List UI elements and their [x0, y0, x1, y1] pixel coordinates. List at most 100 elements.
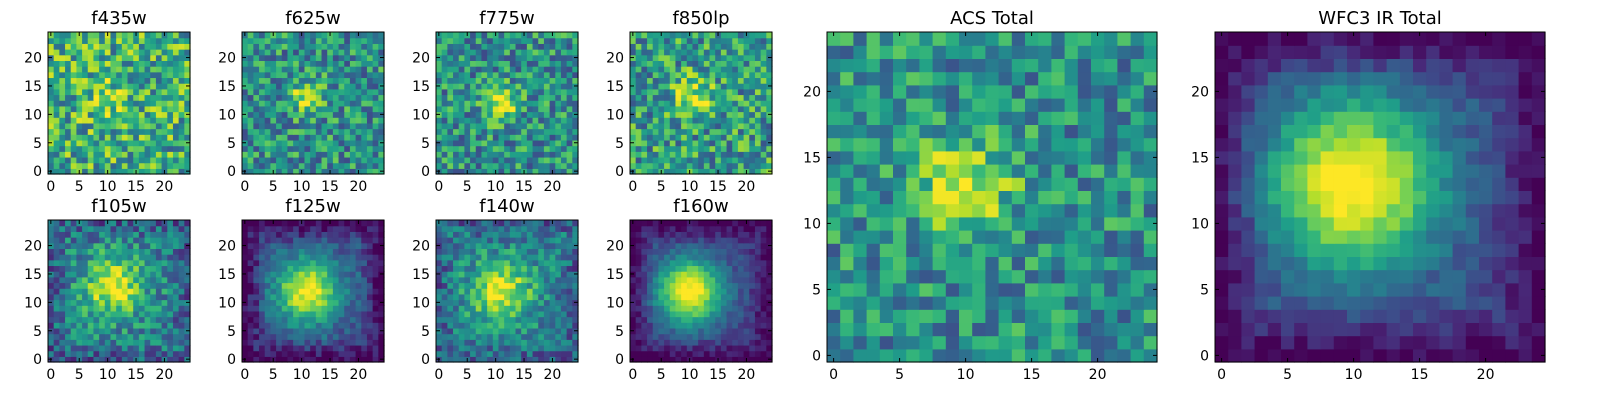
pixel-cell	[59, 83, 66, 90]
pixel-cell	[630, 128, 637, 135]
pixel-cell	[93, 356, 100, 363]
pixel-cell	[253, 339, 260, 346]
pixel-cell	[715, 156, 722, 164]
pixel-cell	[647, 83, 654, 90]
pixel-cell	[526, 271, 534, 278]
x-tick-label: 10	[681, 179, 699, 195]
pixel-cell	[121, 327, 129, 335]
pixel-cell	[475, 254, 483, 261]
pixel-cell	[475, 316, 483, 323]
pixel-cell	[53, 32, 60, 39]
pixel-cell	[133, 151, 140, 158]
pixel-cell	[498, 43, 505, 50]
pixel-cell	[743, 60, 750, 67]
pixel-cell	[344, 139, 351, 147]
pixel-cell	[332, 37, 340, 44]
pixel-cell	[281, 333, 289, 340]
pixel-cell	[82, 156, 89, 164]
pixel-cell	[242, 117, 249, 124]
pixel-cell	[515, 299, 522, 306]
pixel-cell	[366, 316, 374, 323]
pixel-cell	[48, 94, 55, 101]
pixel-cell	[110, 37, 117, 44]
pixel-cell	[121, 49, 129, 56]
pixel-cell	[281, 111, 289, 118]
pixel-cell	[361, 94, 368, 101]
pixel-cell	[453, 77, 460, 84]
pixel-cell	[715, 145, 722, 152]
pixel-cell	[276, 231, 283, 238]
pixel-cell	[566, 105, 573, 113]
pixel-cell	[566, 271, 573, 278]
pixel-cell	[242, 122, 249, 130]
pixel-cell	[344, 225, 351, 232]
pixel-cell	[458, 32, 465, 39]
pixel-cell	[436, 322, 443, 329]
pixel-cell	[48, 162, 55, 169]
pixel-cell	[572, 32, 579, 39]
pixel-cell	[543, 288, 551, 295]
pixel-cell	[378, 231, 385, 238]
pixel-cell	[703, 151, 711, 158]
pixel-cell	[48, 282, 55, 289]
pixel-cell	[93, 259, 100, 267]
pixel-cell	[447, 145, 454, 152]
pixel-cell	[161, 145, 168, 152]
pixel-cell	[692, 310, 699, 318]
pixel-cell	[287, 350, 294, 357]
pixel-cell	[355, 43, 362, 50]
pixel-cell	[287, 111, 294, 118]
pixel-cell	[681, 339, 688, 346]
pixel-cell	[65, 105, 72, 113]
pixel-cell	[127, 310, 134, 318]
pixel-cell	[253, 66, 260, 73]
pixel-cell	[270, 333, 277, 340]
pixel-cell	[441, 60, 448, 67]
pixel-cell	[515, 49, 522, 56]
pixel-cell	[144, 134, 151, 141]
pixel-cell	[441, 339, 448, 346]
pixel-cell	[447, 288, 454, 295]
pixel-cell	[338, 276, 345, 284]
pixel-cell	[703, 60, 711, 67]
pixel-cell	[270, 322, 277, 329]
pixel-cell	[161, 139, 168, 147]
pixel-cell	[441, 316, 448, 323]
pixel-cell	[441, 293, 448, 301]
pixel-cell	[664, 139, 671, 147]
pixel-cell	[686, 151, 694, 158]
pixel-cell	[264, 271, 271, 278]
pixel-cell	[293, 139, 300, 147]
pixel-cell	[470, 259, 477, 267]
pixel-cell	[441, 231, 448, 238]
pixel-cell	[703, 305, 711, 312]
axes-frame	[241, 31, 385, 175]
pixel-cell	[532, 220, 539, 227]
pixel-cell	[259, 83, 266, 90]
pixel-cell	[264, 231, 271, 238]
pixel-cell	[732, 288, 739, 295]
pixel-cell	[560, 168, 568, 175]
pixel-cell	[675, 162, 682, 169]
pixel-cell	[242, 288, 249, 295]
pixel-cell	[447, 122, 454, 130]
pixel-cell	[116, 54, 123, 61]
pixel-cell	[310, 339, 317, 346]
pixel-cell	[82, 134, 89, 141]
pixel-cell	[138, 49, 146, 56]
pixel-cell	[253, 32, 260, 39]
pixel-cell	[492, 77, 500, 84]
pixel-cell	[116, 220, 123, 227]
pixel-cell	[543, 271, 551, 278]
pixel-cell	[366, 350, 374, 357]
pixel-cell	[664, 288, 671, 295]
pixel-cell	[532, 134, 539, 141]
pixel-cell	[155, 54, 163, 61]
pixel-cell	[253, 122, 260, 130]
pixel-cell	[720, 94, 728, 101]
pixel-cell	[475, 54, 483, 61]
pixel-cell	[669, 60, 677, 67]
pixel-cell	[372, 88, 379, 96]
pixel-cell	[332, 117, 340, 124]
